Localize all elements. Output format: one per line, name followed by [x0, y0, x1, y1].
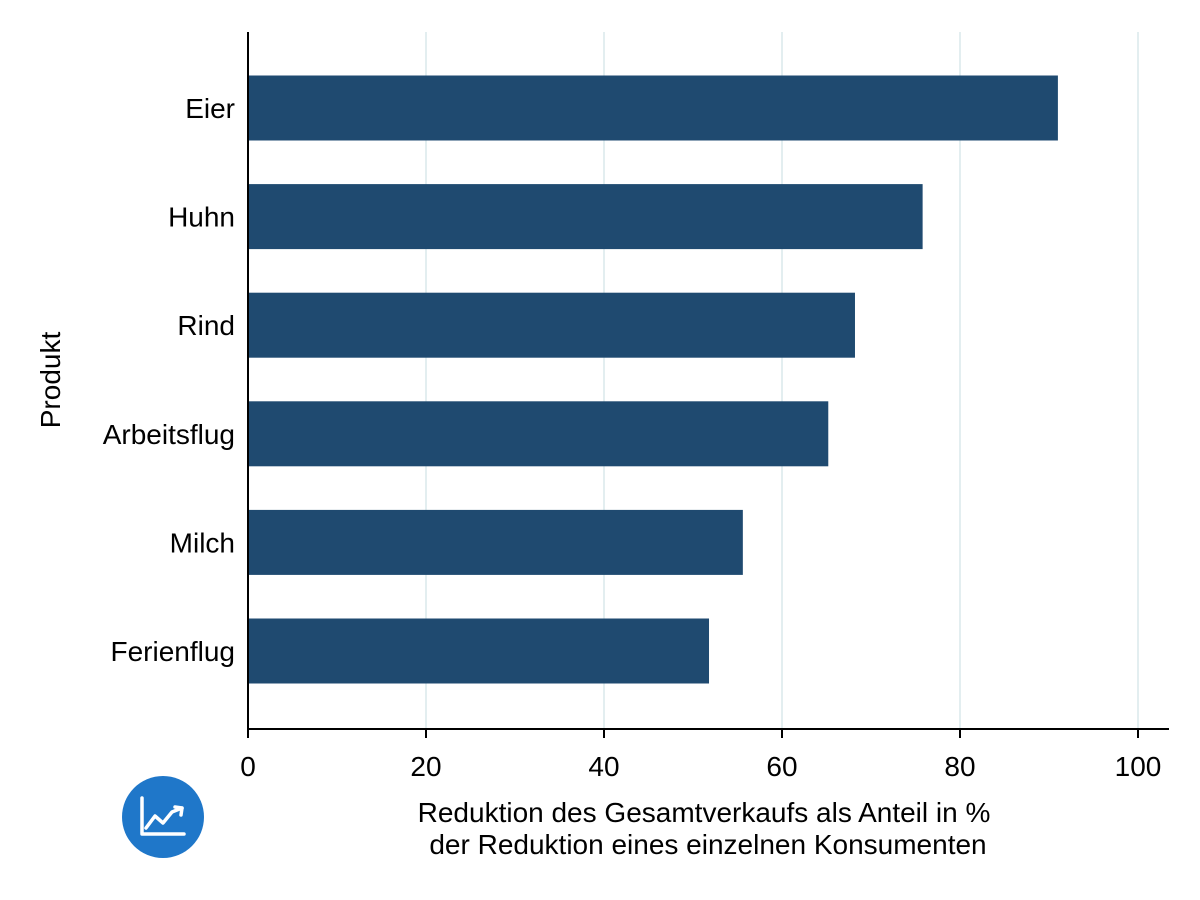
tick-labels: Eier Huhn Rind Arbeitsflug Milch Ferienflug 0 2… [103, 93, 1162, 782]
x-tick-label-20: 20 [410, 751, 441, 782]
x-tick-label-60: 60 [766, 751, 797, 782]
bars [248, 75, 1058, 684]
y-tick-label-arbeitsflug: Arbeitsflug [103, 419, 235, 450]
y-tick-label-huhn: Huhn [168, 202, 235, 233]
bar-rind [248, 292, 855, 358]
y-tick-label-ferienflug: Ferienflug [110, 636, 235, 667]
x-tick-label-40: 40 [588, 751, 619, 782]
bar-arbeitsflug [248, 401, 829, 467]
bar-ferienflug [248, 618, 710, 684]
x-tick-label-100: 100 [1115, 751, 1162, 782]
bar-milch [248, 509, 743, 575]
y-axis-title: Produkt [35, 332, 66, 429]
bar-huhn [248, 184, 923, 250]
x-axis-title-line-2: der Reduktion eines einzelnen Konsumente… [429, 829, 986, 860]
logo [122, 776, 204, 858]
x-tick-label-0: 0 [240, 751, 256, 782]
y-tick-label-milch: Milch [170, 527, 235, 558]
grid-lines [425, 32, 1139, 729]
x-axis-title-line-1: Reduktion des Gesamtverkaufs als Anteil … [418, 797, 991, 828]
bar-eier [248, 75, 1058, 141]
axes [247, 32, 1169, 738]
y-tick-label-rind: Rind [177, 310, 235, 341]
chart-trend-icon [140, 796, 186, 836]
y-tick-label-eier: Eier [185, 93, 235, 124]
x-tick-label-80: 80 [944, 751, 975, 782]
